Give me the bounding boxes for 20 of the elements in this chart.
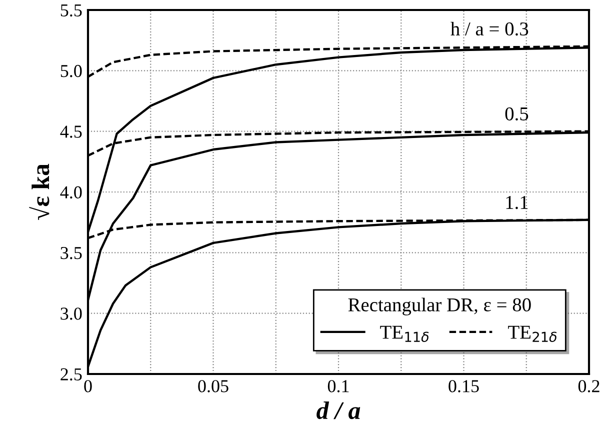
legend-title: Rectangular DR, ε = 80 — [348, 298, 531, 316]
y-tick-label: 3.5 — [60, 246, 82, 260]
annotation: h / a = 0.3 — [450, 22, 528, 36]
x-tick-label: 0 — [84, 380, 92, 392]
legend-label: TE$_{21δ}$ — [508, 326, 557, 342]
y-axis-title: √ε ka — [29, 164, 50, 220]
y-tick-label: 4.5 — [60, 126, 82, 138]
annotation: 1.1 — [506, 196, 528, 210]
x-tick-label: 0.15 — [448, 380, 479, 392]
x-tick-label: 0.05 — [198, 380, 228, 392]
x-tick-label: 0.1 — [328, 380, 349, 392]
y-tick-label: 3.0 — [60, 308, 82, 320]
x-axis-title: d / a — [316, 401, 360, 420]
y-tick-label: 2.5 — [60, 368, 82, 381]
y-tick-label: 5.5 — [60, 4, 82, 17]
annotation: 0.5 — [505, 107, 528, 121]
legend-label: TE$_{11δ}$ — [380, 326, 429, 342]
x-tick-label: 0.2 — [578, 380, 600, 392]
y-tick-label: 4.0 — [60, 186, 82, 199]
y-tick-label: 5.0 — [60, 64, 82, 78]
